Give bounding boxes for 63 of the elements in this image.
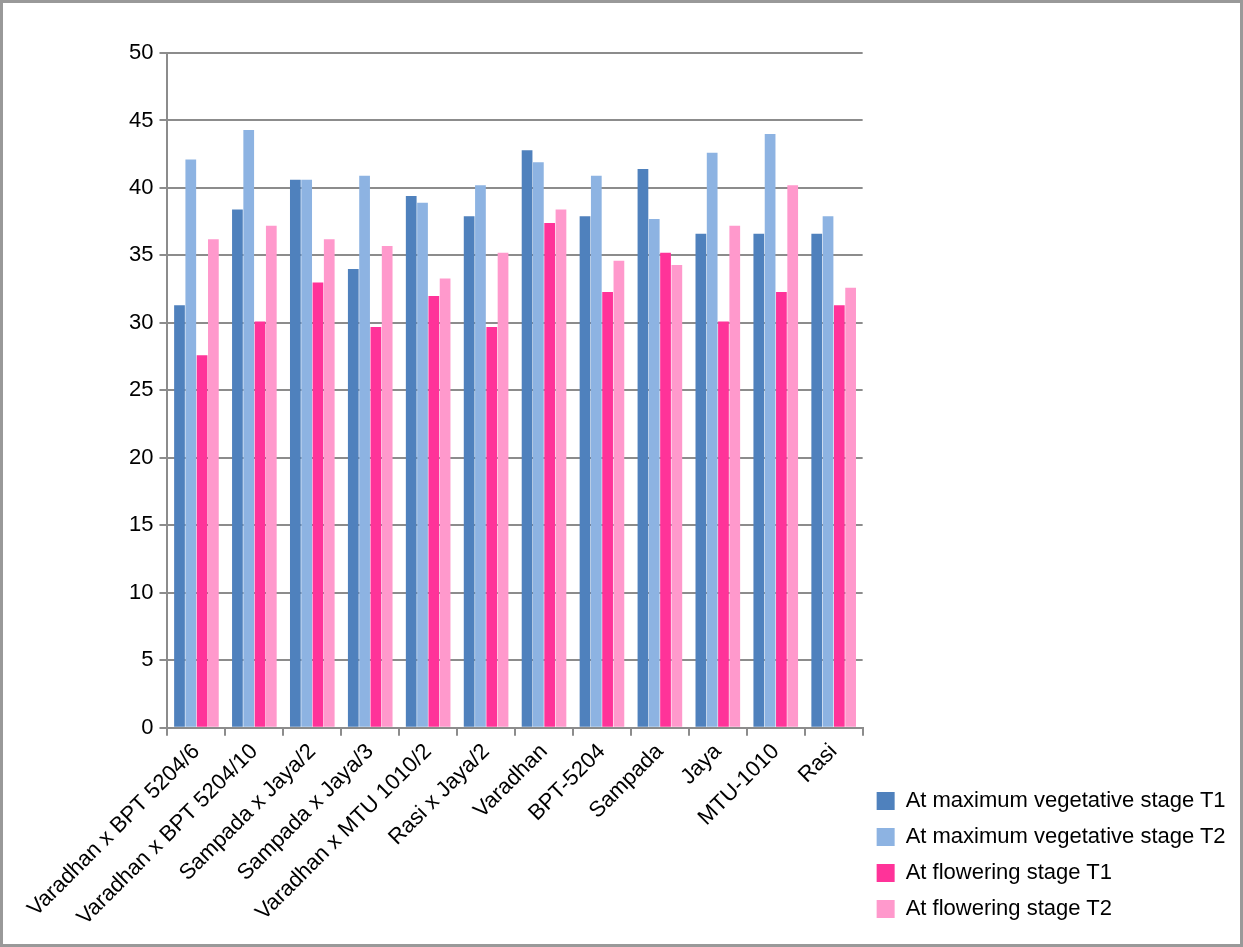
bar (671, 264, 683, 727)
y-tick-label: 25 (128, 376, 154, 402)
bar (463, 216, 475, 727)
bar (439, 278, 451, 727)
bar (497, 252, 509, 727)
bar (289, 179, 301, 727)
y-tick-label: 20 (128, 443, 154, 469)
bar (232, 209, 243, 727)
bar (637, 169, 649, 727)
bar (833, 305, 845, 727)
bar (196, 355, 208, 727)
bar (428, 295, 440, 727)
bar (359, 175, 370, 727)
bar (486, 326, 498, 727)
bar (243, 129, 255, 727)
bar (370, 326, 382, 727)
bar (208, 239, 219, 727)
y-tick-label: 50 (128, 39, 154, 65)
legend-label: At flowering stage T1 (905, 859, 1112, 885)
bar (405, 196, 417, 727)
bar (660, 252, 671, 727)
bar (381, 245, 393, 727)
bar (533, 162, 544, 727)
legend-label: At maximum vegetative stage T1 (905, 787, 1226, 813)
bar (417, 202, 428, 727)
bar (822, 216, 834, 727)
bar (729, 225, 741, 727)
y-tick-label: 15 (128, 511, 154, 537)
y-tick-label: 45 (128, 106, 154, 132)
bar (544, 223, 556, 727)
bar (718, 321, 729, 727)
y-tick-label: 5 (141, 646, 154, 672)
bar (787, 185, 799, 727)
bar (323, 239, 335, 727)
bar (613, 260, 625, 727)
bar (301, 179, 313, 727)
bar (776, 291, 787, 727)
y-tick-label: 10 (128, 578, 154, 604)
bar (706, 152, 718, 727)
bar (312, 282, 324, 727)
bar (254, 321, 266, 727)
bar (347, 268, 359, 727)
bar (811, 233, 823, 727)
bar (521, 150, 533, 727)
y-tick-label: 40 (128, 174, 154, 200)
legend-label: At flowering stage T2 (905, 895, 1112, 921)
bar (265, 225, 277, 727)
bar (555, 209, 567, 727)
bar (579, 216, 591, 727)
y-tick-label: 35 (128, 241, 154, 267)
y-tick-label: 0 (141, 713, 154, 739)
bar (475, 185, 486, 727)
bar (764, 133, 776, 727)
bar (648, 219, 660, 727)
bar (845, 287, 856, 727)
bar (590, 175, 602, 727)
legend-label: At maximum vegetative stage T2 (905, 823, 1226, 849)
bar (174, 305, 185, 727)
bar (753, 233, 765, 727)
bar (185, 159, 197, 727)
bar (695, 233, 707, 727)
y-tick-label: 30 (128, 308, 154, 334)
bar (602, 291, 613, 727)
